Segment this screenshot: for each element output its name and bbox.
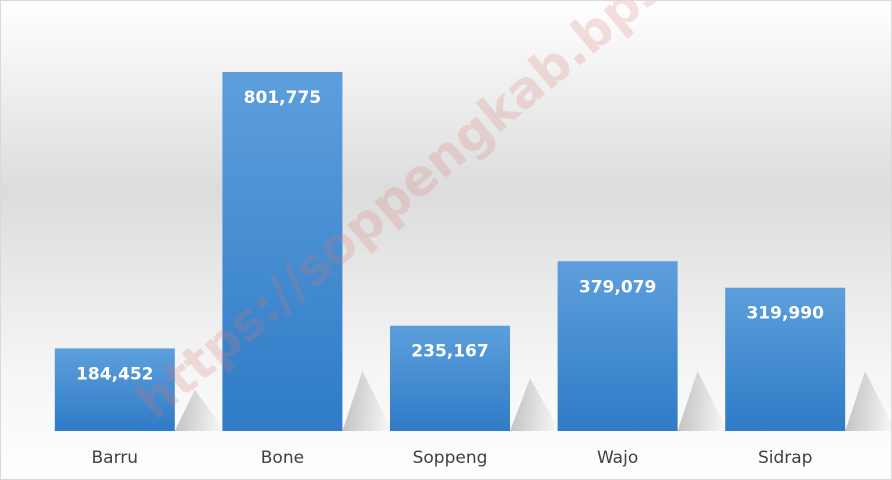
x-tick-label: Wajo — [597, 448, 638, 468]
bar — [390, 325, 510, 431]
x-tick-label: Barru — [92, 448, 139, 468]
bar-shadow — [510, 378, 560, 431]
x-tick-label: Bone — [261, 448, 304, 468]
bar — [54, 348, 175, 431]
bar-shadow — [677, 371, 728, 431]
bar — [222, 72, 343, 431]
bar — [557, 261, 678, 431]
bar-shadow — [845, 371, 892, 431]
value-label: 319,990 — [746, 304, 824, 324]
value-label: 184,452 — [76, 364, 153, 384]
bar — [725, 287, 846, 431]
value-label: 801,775 — [244, 88, 321, 108]
x-tick-label: Soppeng — [413, 448, 488, 468]
value-label: 235,167 — [411, 342, 488, 362]
value-label: 379,079 — [579, 277, 656, 297]
bar-shadow — [174, 389, 225, 431]
x-tick-label: Sidrap — [758, 448, 813, 468]
bar-shadow — [342, 371, 393, 431]
